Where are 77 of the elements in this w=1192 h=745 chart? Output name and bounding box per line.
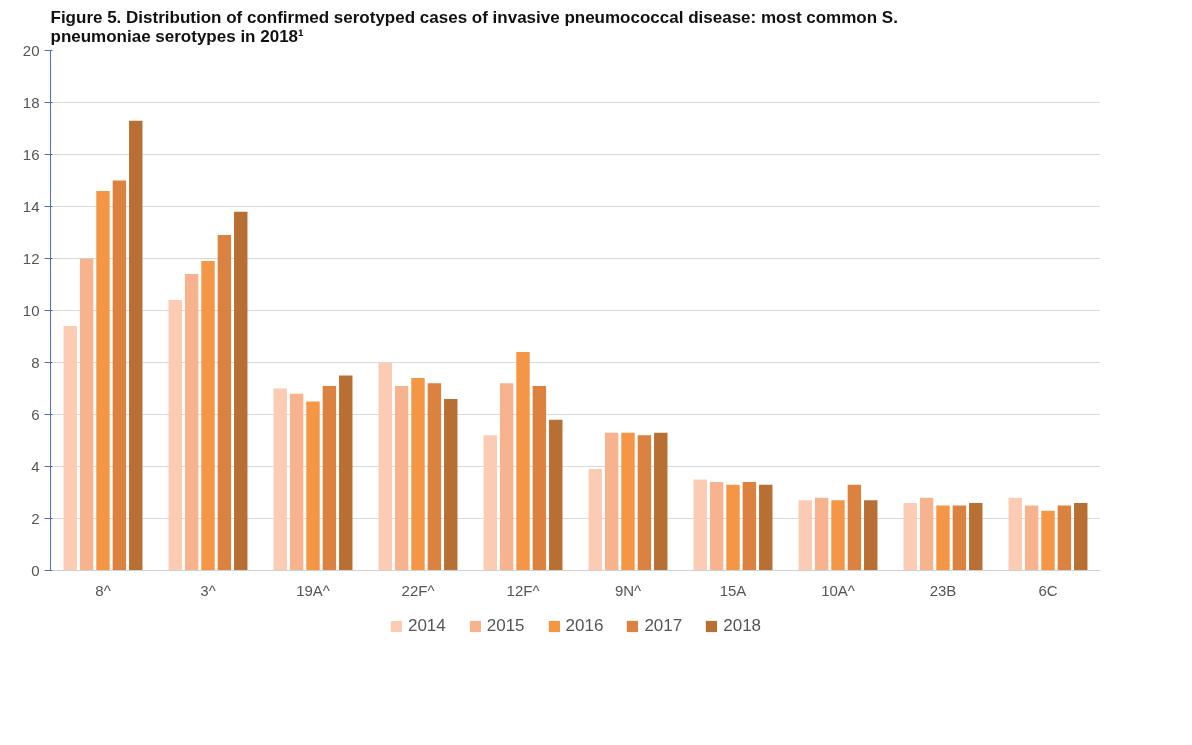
y-tick-label: 12 <box>22 249 40 267</box>
x-tick-label: 6C <box>1038 581 1058 599</box>
bar <box>168 300 182 571</box>
legend-label: 2015 <box>486 616 525 636</box>
legend-label: 2018 <box>723 616 762 636</box>
bar <box>709 482 724 571</box>
x-tick-label: 19A^ <box>296 581 330 599</box>
bar <box>499 383 514 571</box>
y-tick-label: 14 <box>22 197 40 215</box>
y-tick-label: 18 <box>22 93 40 111</box>
bar <box>604 432 619 571</box>
x-tick-label: 3^ <box>200 581 216 599</box>
bar <box>1008 497 1022 571</box>
x-tick-label: 22F^ <box>401 581 435 599</box>
bar <box>969 502 983 571</box>
bar <box>394 385 409 571</box>
bar <box>63 326 77 571</box>
y-tick-label: 16 <box>22 145 40 163</box>
bar <box>864 500 878 571</box>
bar <box>532 385 547 571</box>
bar <box>112 180 127 571</box>
x-tick-label: 8^ <box>95 581 111 599</box>
legend-label: 2017 <box>644 616 683 636</box>
y-tick-label: 8 <box>31 353 40 371</box>
legend-label: 2014 <box>407 616 446 636</box>
bar <box>952 505 967 571</box>
x-tick-label: 15A <box>719 581 747 599</box>
bar <box>847 484 862 571</box>
x-tick-label: 9N^ <box>614 581 642 599</box>
bar <box>936 505 950 571</box>
bar <box>1074 502 1088 571</box>
bar <box>549 419 563 571</box>
bar <box>654 432 668 571</box>
y-tick-label: 2 <box>31 509 40 527</box>
bar <box>129 120 143 571</box>
bar <box>378 362 392 571</box>
y-tick-label: 6 <box>31 405 40 423</box>
bar <box>798 500 812 571</box>
bar <box>306 401 320 571</box>
bar <box>693 479 707 571</box>
bar <box>411 378 425 571</box>
bar <box>759 484 773 571</box>
x-tick-label: 23B <box>929 581 957 599</box>
y-tick-label: 0 <box>31 561 40 579</box>
bar <box>831 500 845 571</box>
chart-title: Figure 5. Distribution of confirmed serotyped cases of invasive pneumococcal disease: most common S. pneumoniae serotypes in 2018¹ <box>50 7 898 46</box>
bar <box>742 482 757 571</box>
bar <box>217 235 232 571</box>
bar <box>339 375 353 571</box>
bar <box>444 398 458 571</box>
bar <box>427 383 442 571</box>
bar <box>588 469 602 571</box>
bar <box>289 393 304 571</box>
bar <box>273 388 287 571</box>
bar <box>184 274 199 571</box>
x-tick-label: 10A^ <box>821 581 855 599</box>
legend-label: 2016 <box>565 616 604 636</box>
bar <box>96 190 110 571</box>
bar <box>516 352 530 571</box>
bar <box>637 435 652 571</box>
bar <box>1024 505 1039 571</box>
bar <box>79 258 94 571</box>
bar <box>483 435 497 571</box>
bar <box>1057 505 1072 571</box>
y-tick-label: 4 <box>31 457 40 475</box>
x-tick-label: 12F^ <box>506 581 540 599</box>
bar <box>814 497 829 571</box>
bar <box>903 502 917 571</box>
y-tick-label: 20 <box>22 41 40 59</box>
bar <box>201 261 215 571</box>
bar <box>322 385 337 571</box>
bar <box>726 484 740 571</box>
bar <box>919 497 934 571</box>
y-tick-label: 10 <box>22 301 40 319</box>
bar <box>621 432 635 571</box>
bar <box>1041 510 1055 571</box>
bar <box>234 211 248 571</box>
